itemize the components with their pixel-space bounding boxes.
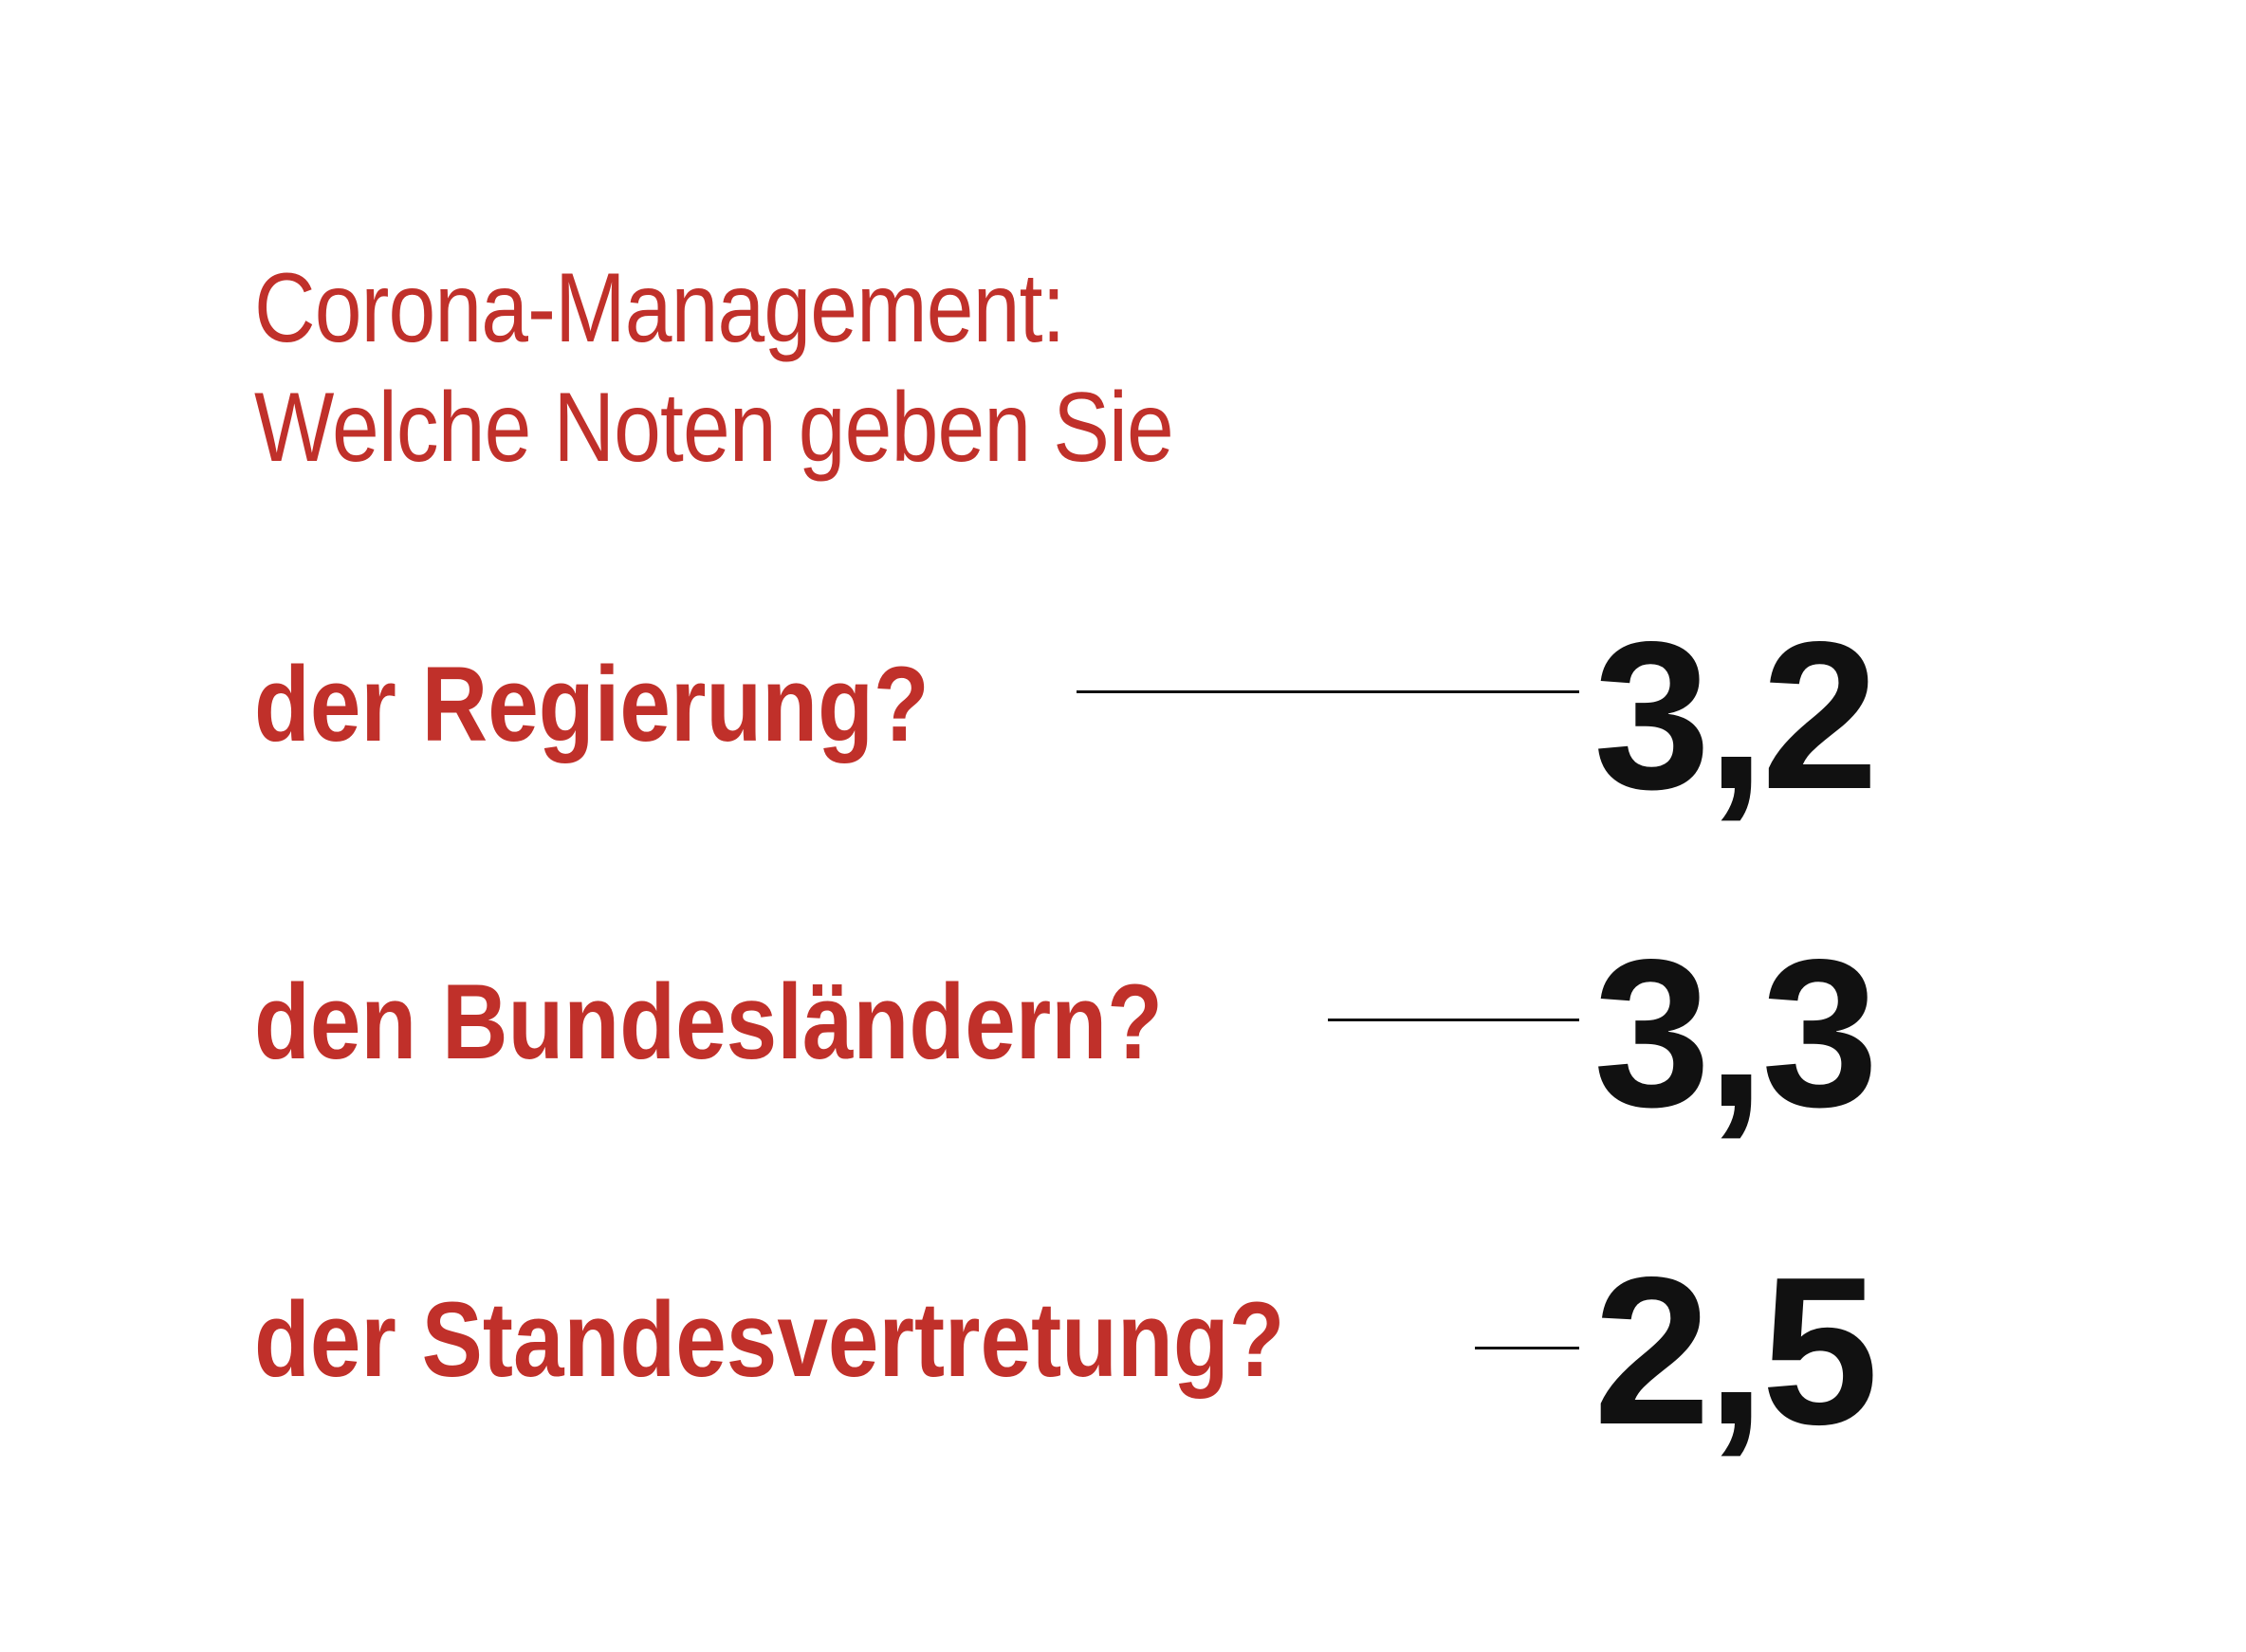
rating-row-standesvertretung: der Standesvertretung? 2,5 xyxy=(0,1246,2246,1457)
connector-line xyxy=(1077,690,1579,693)
rating-row-regierung: der Regierung? 3,2 xyxy=(0,611,2246,821)
rating-score: 2,5 xyxy=(1593,1234,1879,1469)
connector-line xyxy=(1475,1347,1579,1349)
rating-label: der Standesvertretung? xyxy=(254,1280,1285,1399)
heading-line-2: Welche Noten geben Sie xyxy=(254,373,1174,483)
rating-row-bundeslaender: den Bundesländern? 3,3 xyxy=(0,928,2246,1139)
heading-line-1: Corona-Management: xyxy=(254,253,1065,363)
rating-label: den Bundesländern? xyxy=(254,963,1163,1081)
rating-label: der Regierung? xyxy=(254,645,930,763)
rating-score: 3,3 xyxy=(1593,916,1879,1151)
connector-line xyxy=(1328,1019,1579,1021)
rating-score: 3,2 xyxy=(1593,598,1879,834)
infographic-heading: Corona-Management: Welche Noten geben Si… xyxy=(254,248,1174,487)
